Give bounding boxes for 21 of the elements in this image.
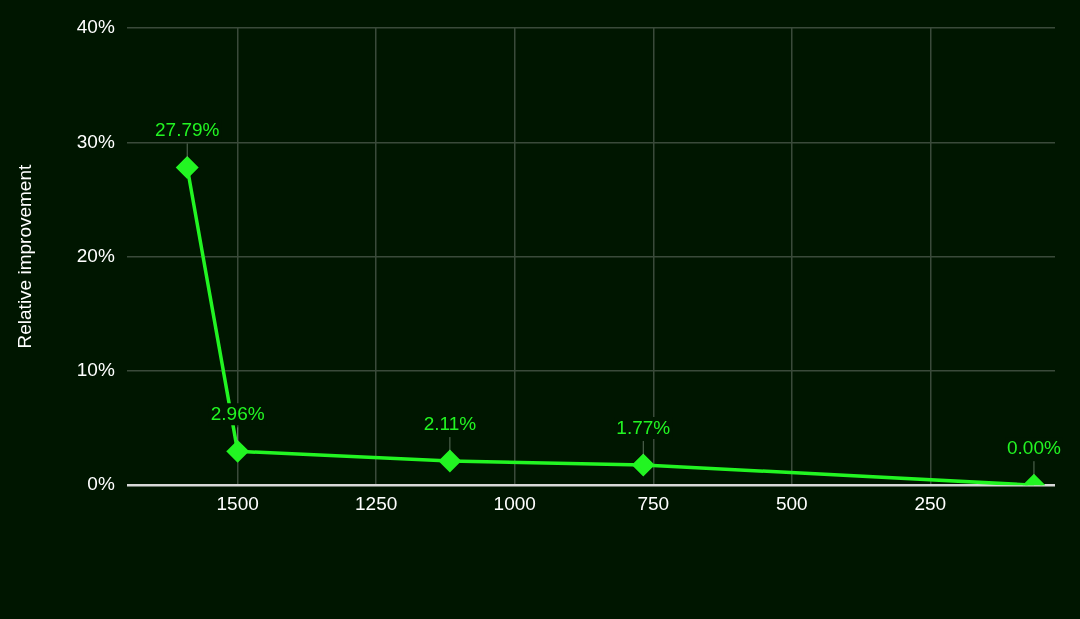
data-label: 0.00% xyxy=(1007,436,1061,458)
data-label: 27.79% xyxy=(155,119,220,141)
y-axis-title: Relative improvement xyxy=(13,164,35,349)
point xyxy=(226,440,249,463)
x-tick-label: 1500 xyxy=(216,492,259,514)
x-tick-label: 750 xyxy=(637,492,670,514)
y-tick-label: 30% xyxy=(76,130,115,152)
data-label: 1.77% xyxy=(616,416,671,438)
y-tick-label: 40% xyxy=(76,16,115,38)
x-tick-label: 250 xyxy=(914,492,947,514)
x-tick-label: 500 xyxy=(775,492,808,514)
point xyxy=(176,156,198,179)
y-tick-label: 10% xyxy=(76,359,115,381)
y-tick-label: 0% xyxy=(87,473,115,495)
y-tick-label: 20% xyxy=(76,244,115,266)
x-tick-label: 1250 xyxy=(355,492,398,514)
point xyxy=(439,450,461,472)
data-label: 2.96% xyxy=(210,403,265,425)
x-tick-label: 1000 xyxy=(493,492,536,514)
data-label: 2.11% xyxy=(423,412,477,434)
point xyxy=(632,454,655,476)
